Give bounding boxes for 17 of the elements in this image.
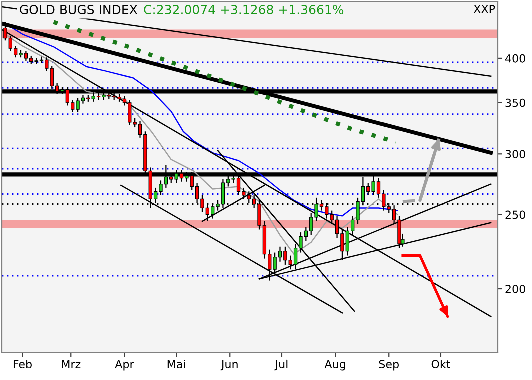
x-tick-label: Jun xyxy=(220,360,238,371)
x-tick-label: Sep xyxy=(379,360,399,371)
annotation: XXP xyxy=(474,5,496,14)
x-tick-label: Okt xyxy=(432,360,450,369)
x-tick-label: Mrz xyxy=(62,360,81,368)
x-tick-label: Apr xyxy=(115,360,134,371)
y-tick-label: 350 xyxy=(506,98,526,108)
x-tick-label: Aug xyxy=(324,360,346,371)
x-tick-label: Feb xyxy=(14,360,32,369)
x-tick-label: Jul xyxy=(274,360,288,371)
y-tick-label: 400 xyxy=(505,54,526,63)
x-tick-label: Mai xyxy=(168,360,186,369)
y-tick-label: 300 xyxy=(506,150,526,159)
y-tick-label: 250 xyxy=(506,210,526,220)
y-tick-label: 200 xyxy=(506,284,526,294)
chart-title: GOLD BUGS INDEX xyxy=(20,5,138,14)
chart-subtitle: C:232.0074 +3.1268 +1.3661% xyxy=(144,5,344,14)
